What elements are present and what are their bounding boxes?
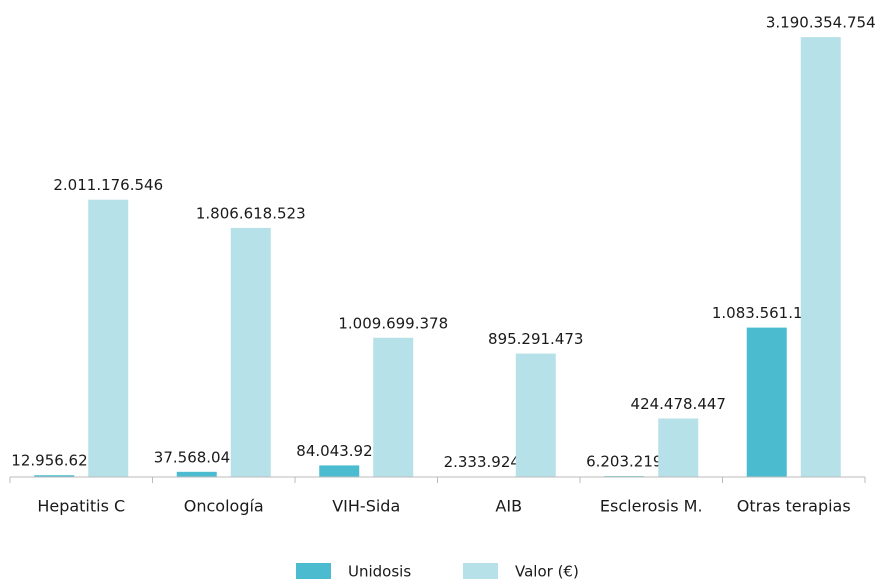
legend-swatch [296, 563, 331, 579]
value-label: 84.043.920 [296, 442, 382, 460]
value-label: 3.190.354.754 [766, 14, 876, 32]
value-label: 2.011.176.546 [53, 176, 163, 194]
bar [658, 418, 699, 477]
value-label: 1.083.561.109 [712, 304, 822, 322]
value-label: 12.956.621 [11, 452, 97, 470]
value-label: 37.568.048 [154, 448, 240, 466]
value-label: 2.333.924 [444, 453, 520, 471]
legend-label: Valor (€) [515, 563, 579, 581]
bar [800, 37, 841, 478]
value-label: 6.203.219 [586, 453, 662, 471]
bar [746, 327, 787, 477]
legend-swatch [463, 563, 498, 579]
bar [34, 475, 75, 477]
x-tick-label: AIB [495, 497, 522, 516]
bar [230, 227, 271, 477]
value-label: 424.478.447 [631, 395, 726, 413]
x-tick-label: Otras terapias [737, 497, 851, 516]
bar [176, 471, 217, 477]
bar [88, 199, 129, 477]
x-tick-label: Oncología [184, 497, 264, 516]
bar [319, 465, 360, 477]
x-tick-label: Esclerosis M. [600, 497, 703, 516]
bar [515, 353, 556, 477]
value-label: 895.291.473 [488, 330, 583, 348]
x-tick-label: Hepatitis C [37, 497, 125, 516]
legend-label: Unidosis [348, 563, 411, 581]
value-label: 1.009.699.378 [338, 314, 448, 332]
x-tick-label: VIH-Sida [332, 497, 400, 516]
value-label: 1.806.618.523 [196, 204, 306, 222]
bar [373, 337, 414, 477]
